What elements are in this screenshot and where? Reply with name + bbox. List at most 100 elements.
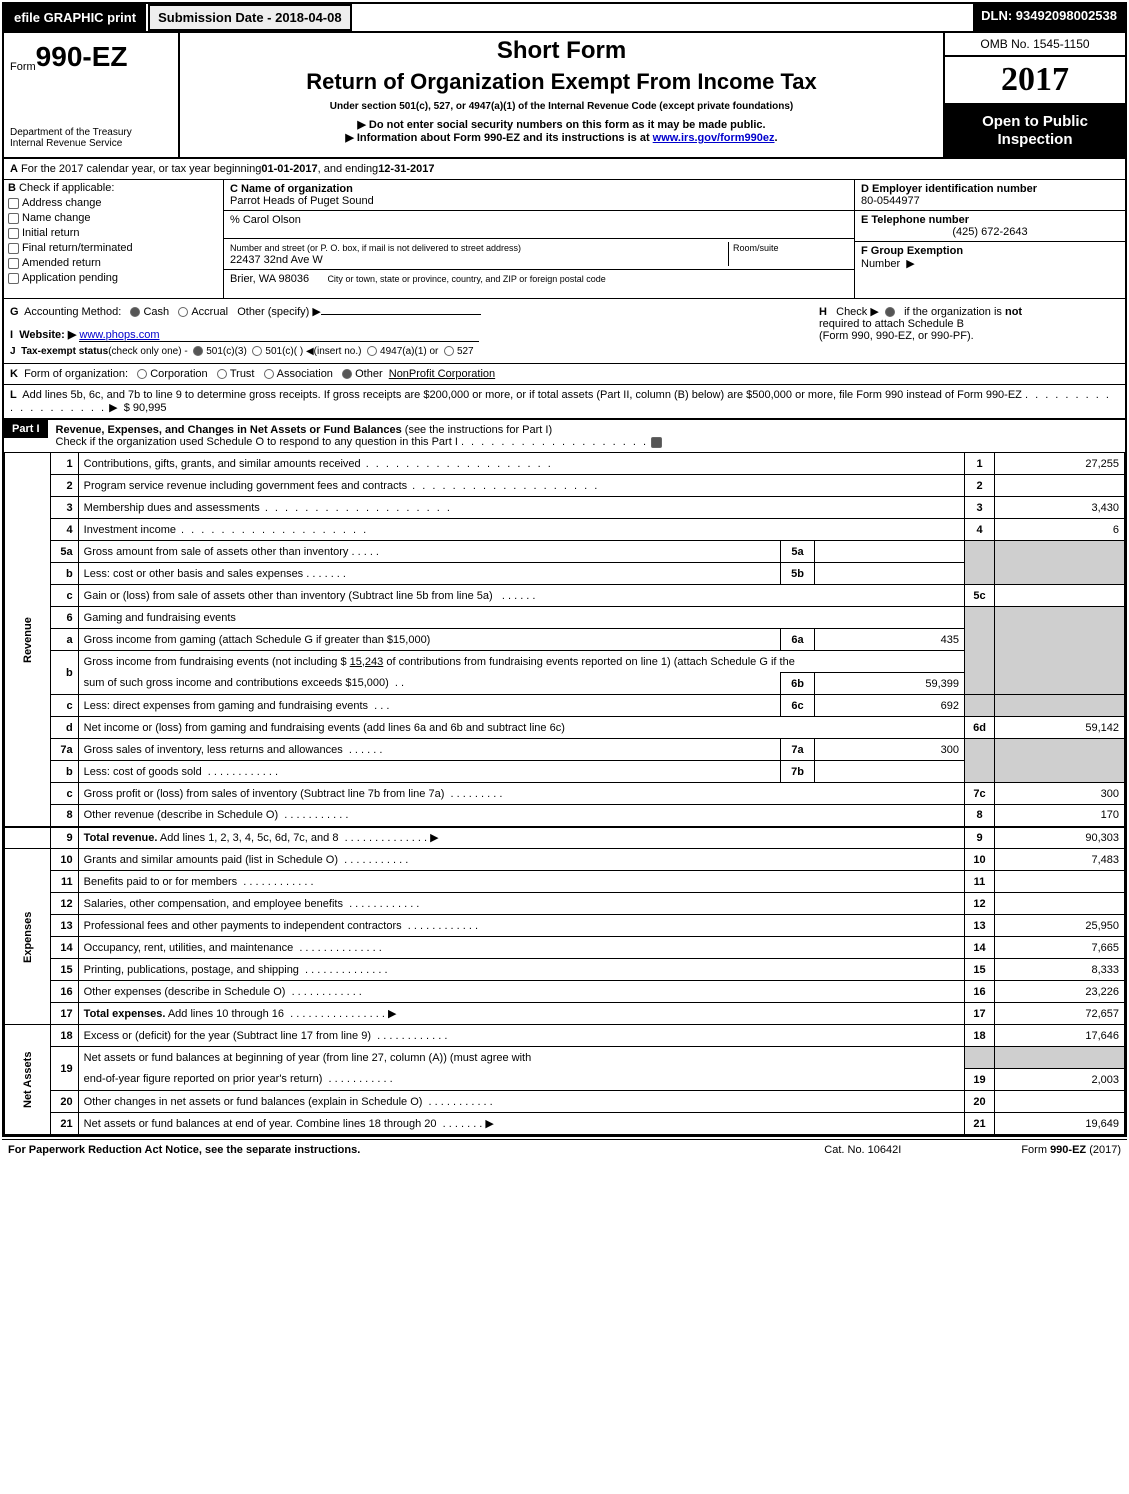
l5b-t: Less: cost or other basis and sales expe… bbox=[84, 568, 304, 580]
i-label: Website: ▶ bbox=[19, 329, 76, 341]
info-line: Information about Form 990-EZ and its in… bbox=[188, 131, 935, 144]
l18-rn: 18 bbox=[965, 1025, 995, 1047]
department-label: Department of the Treasury Internal Reve… bbox=[10, 127, 172, 149]
part1-schedo-checkbox[interactable] bbox=[651, 437, 662, 448]
l15-rv: 8,333 bbox=[995, 959, 1125, 981]
l6a-n: a bbox=[50, 629, 78, 651]
row-10: Expenses 10 Grants and similar amounts p… bbox=[5, 849, 1125, 871]
l3-rv: 3,430 bbox=[995, 497, 1125, 519]
l-amount: $ 90,995 bbox=[124, 402, 167, 414]
l19-n: 19 bbox=[50, 1047, 78, 1091]
row-5a: 5a Gross amount from sale of assets othe… bbox=[5, 541, 1125, 563]
l6b-pre: Gross income from fundraising events (no… bbox=[84, 656, 350, 668]
l6b-sn: 6b bbox=[781, 673, 815, 695]
org-column-c: C Name of organization Parrot Heads of P… bbox=[224, 180, 855, 298]
l12-rn: 12 bbox=[965, 893, 995, 915]
form-number: 990-EZ bbox=[36, 41, 128, 72]
part1-desc: Revenue, Expenses, and Changes in Net As… bbox=[48, 420, 1125, 452]
cb-name-change[interactable]: Name change bbox=[8, 212, 219, 224]
l7a-sv: 300 bbox=[815, 739, 965, 761]
radio-4947[interactable] bbox=[367, 346, 377, 356]
l7c-rn: 7c bbox=[965, 783, 995, 805]
radio-accrual[interactable] bbox=[178, 307, 188, 317]
radio-trust[interactable] bbox=[217, 369, 227, 379]
l9-t2: Add lines 1, 2, 3, 4, 5c, 6d, 7c, and 8 bbox=[157, 832, 338, 844]
open-public-l1: Open to Public bbox=[949, 113, 1121, 131]
cb-address-change[interactable]: Address change bbox=[8, 197, 219, 209]
l4-t: Investment income bbox=[84, 524, 176, 536]
cb-amended-return[interactable]: Amended return bbox=[8, 257, 219, 269]
row-21: 21 Net assets or fund balances at end of… bbox=[5, 1113, 1125, 1135]
l19-shade bbox=[965, 1047, 995, 1069]
letter-l: L bbox=[10, 389, 17, 401]
section-bcdef: B Check if applicable: Address change Na… bbox=[4, 179, 1125, 298]
l16-n: 16 bbox=[50, 981, 78, 1003]
l5ab-shade bbox=[965, 541, 995, 585]
k-other-value: NonProfit Corporation bbox=[389, 368, 495, 380]
radio-501c[interactable] bbox=[252, 346, 262, 356]
dln-label: DLN: 93492098002538 bbox=[973, 4, 1125, 31]
g-other-blank[interactable] bbox=[321, 314, 481, 315]
radio-527[interactable] bbox=[444, 346, 454, 356]
lines-table: Revenue 1 Contributions, gifts, grants, … bbox=[4, 452, 1125, 1135]
l17-rn: 17 bbox=[965, 1003, 995, 1025]
row-19b: end-of-year figure reported on prior yea… bbox=[5, 1069, 1125, 1091]
part1-title: Revenue, Expenses, and Changes in Net As… bbox=[56, 424, 402, 436]
h-not: not bbox=[1005, 306, 1022, 318]
l7ab-shade bbox=[965, 739, 995, 783]
l20-t: Other changes in net assets or fund bala… bbox=[84, 1096, 423, 1108]
c-city-cell: Brier, WA 98036 City or town, state or p… bbox=[224, 270, 854, 298]
expenses-side-label: Expenses bbox=[5, 849, 51, 1025]
l16-rn: 16 bbox=[965, 981, 995, 1003]
radio-cash[interactable] bbox=[130, 307, 140, 317]
h-text1: Check ▶ bbox=[836, 306, 879, 318]
l18-rv: 17,646 bbox=[995, 1025, 1125, 1047]
cb-final-return[interactable]: Final return/terminated bbox=[8, 242, 219, 254]
l6d-rn: 6d bbox=[965, 717, 995, 739]
cb-application-pending[interactable]: Application pending bbox=[8, 272, 219, 284]
l-row: L Add lines 5b, 6c, and 7b to line 9 to … bbox=[4, 384, 1125, 418]
website-link[interactable]: www.phops.com bbox=[79, 329, 479, 342]
l16-t: Other expenses (describe in Schedule O) bbox=[84, 986, 286, 998]
l13-t: Professional fees and other payments to … bbox=[84, 920, 402, 932]
l7c-rv: 300 bbox=[995, 783, 1125, 805]
letter-g: G bbox=[10, 306, 19, 318]
row-6b: b Gross income from fundraising events (… bbox=[5, 651, 1125, 673]
street-value: 22437 32nd Ave W bbox=[230, 254, 323, 266]
h-checkbox[interactable] bbox=[885, 307, 895, 317]
l2-t: Program service revenue including govern… bbox=[84, 480, 407, 492]
d-cell: D Employer identification number 80-0544… bbox=[855, 180, 1125, 211]
open-public-l2: Inspection bbox=[949, 131, 1121, 149]
efile-print-button[interactable]: efile GRAPHIC print bbox=[4, 4, 146, 31]
row-13: 13 Professional fees and other payments … bbox=[5, 915, 1125, 937]
radio-other-org[interactable] bbox=[342, 369, 352, 379]
part1-title-note: (see the instructions for Part I) bbox=[405, 424, 552, 436]
l21-rn: 21 bbox=[965, 1113, 995, 1135]
l6d-t: Net income or (loss) from gaming and fun… bbox=[84, 722, 565, 734]
k-row: K Form of organization: Corporation Trus… bbox=[4, 363, 1125, 384]
info-link[interactable]: www.irs.gov/form990ez bbox=[653, 132, 775, 144]
l4-n: 4 bbox=[50, 519, 78, 541]
l11-n: 11 bbox=[50, 871, 78, 893]
l7ab-shade-v bbox=[995, 739, 1125, 783]
cb-initial-return[interactable]: Initial return bbox=[8, 227, 219, 239]
submission-date-button[interactable]: Submission Date - 2018-04-08 bbox=[148, 4, 352, 31]
e-cell: E Telephone number (425) 672-2643 bbox=[855, 211, 1125, 242]
row-gh: G Accounting Method: Cash Accrual Other … bbox=[4, 298, 1125, 363]
j-label: Tax-exempt status bbox=[21, 346, 108, 357]
c-label: C Name of organization bbox=[230, 183, 353, 195]
l3-rn: 3 bbox=[965, 497, 995, 519]
l5b-n: b bbox=[50, 563, 78, 585]
l12-rv bbox=[995, 893, 1125, 915]
row-20: 20 Other changes in net assets or fund b… bbox=[5, 1091, 1125, 1113]
radio-assoc[interactable] bbox=[264, 369, 274, 379]
l7a-n: 7a bbox=[50, 739, 78, 761]
l7b-n: b bbox=[50, 761, 78, 783]
l6b-t2: sum of such gross income and contributio… bbox=[84, 677, 389, 689]
l4-rv: 6 bbox=[995, 519, 1125, 541]
l7b-t: Less: cost of goods sold bbox=[84, 766, 202, 778]
radio-corp[interactable] bbox=[137, 369, 147, 379]
form-container: efile GRAPHIC print Submission Date - 20… bbox=[2, 2, 1127, 1137]
radio-501c3[interactable] bbox=[193, 346, 203, 356]
city-value: Brier, WA 98036 bbox=[230, 273, 309, 285]
